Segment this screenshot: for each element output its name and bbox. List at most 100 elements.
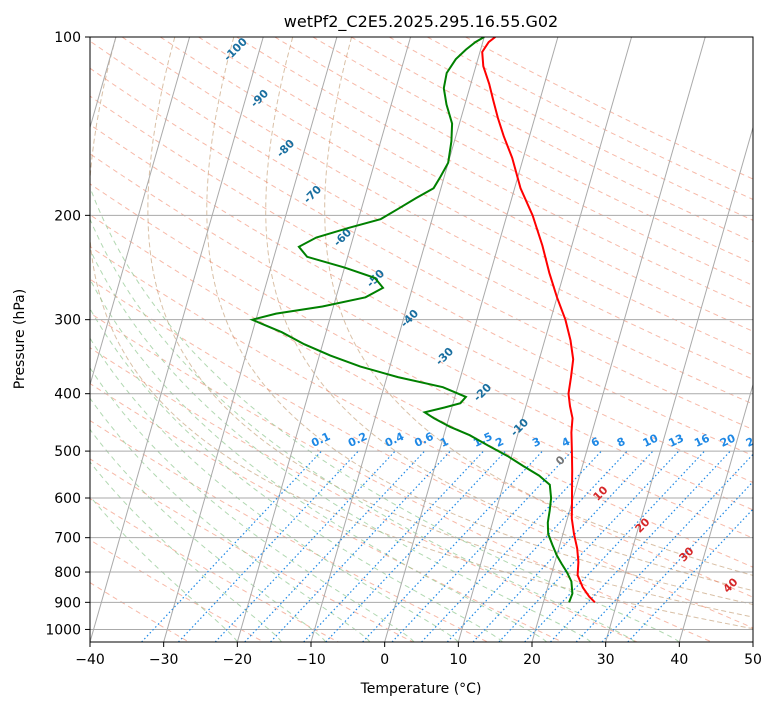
dry-adiabat-line <box>90 419 488 642</box>
dry-adiabat-line <box>465 37 753 180</box>
dry-adiabat-line <box>90 498 339 642</box>
isotherm-line <box>236 37 412 642</box>
theta-e-line <box>324 37 753 576</box>
dry-adiabat-label: -20 <box>471 381 494 404</box>
dry-adiabat-line <box>160 37 753 356</box>
x-tick-label: 40 <box>670 652 688 668</box>
dry-adiabat-line <box>90 40 753 405</box>
dry-adiabat-label: -30 <box>433 345 456 368</box>
y-tick-label: 600 <box>54 491 81 507</box>
mixing-ratio-label: 6 <box>589 435 602 450</box>
dry-adiabat-label: -90 <box>248 87 271 110</box>
isotherm-line <box>605 125 753 642</box>
dry-adiabat-line <box>90 382 563 642</box>
dry-adiabat-label: -100 <box>221 35 250 64</box>
moist-adiabat-line <box>90 217 636 642</box>
dry-adiabat-label: -80 <box>274 137 297 160</box>
mixing-ratio-label: 30 <box>770 431 775 449</box>
moist-adiabat-line <box>90 397 371 642</box>
theta-e-line <box>90 37 753 630</box>
dry-adiabat-line <box>236 37 753 309</box>
isotherm-line <box>457 37 633 642</box>
x-tick-label: −30 <box>149 652 179 668</box>
plot-area: 0.10.20.40.611.52346810131620253036-100-… <box>90 35 775 642</box>
moist-adiabat-line <box>90 278 548 642</box>
dewpoint-profile <box>249 37 574 603</box>
isotherm-line <box>752 640 753 642</box>
axes: −40 −30 −20 −10 0 10 20 30 40 5010020030040050060… <box>45 30 762 668</box>
y-axis-label: Pressure (hPa) <box>12 289 28 389</box>
x-axis-label: Temperature (°C) <box>360 681 482 697</box>
dry-adiabat-label: -70 <box>301 183 324 206</box>
x-tick-label: 50 <box>744 652 762 668</box>
mixing-ratio-label: 2 <box>493 435 505 450</box>
y-tick-label: 200 <box>54 208 81 224</box>
dry-adiabat-line <box>90 347 638 642</box>
y-tick-label: 300 <box>54 313 81 329</box>
isotherm-line <box>90 37 264 642</box>
moist-adiabat-label: 10 <box>591 483 611 503</box>
y-tick-label: 1000 <box>45 622 81 638</box>
mixing-ratio-label: 0.2 <box>346 430 369 450</box>
y-tick-label: 800 <box>54 565 81 581</box>
mixing-ratio-label: 20 <box>718 431 738 449</box>
dry-adiabat-line <box>121 37 753 380</box>
isotherm-line <box>384 37 559 642</box>
isotherm-line <box>90 37 191 387</box>
mixing-ratio-line <box>362 450 543 642</box>
mixing-ratio-line <box>325 450 507 642</box>
x-tick-label: −20 <box>223 652 253 668</box>
y-tick-label: 700 <box>54 531 81 547</box>
dry-adiabat-line <box>90 183 753 539</box>
mixing-ratio-label: 3 <box>530 435 542 450</box>
dry-adiabat-line <box>90 153 753 511</box>
dry-adiabat-line <box>427 37 753 201</box>
plot-frame <box>89 36 754 643</box>
moist-adiabat-line <box>90 428 327 642</box>
mixing-ratio-label: 13 <box>667 432 686 450</box>
mixing-ratio-label: 8 <box>615 435 627 450</box>
isotherm-line <box>163 37 338 642</box>
dry-adiabat-line <box>274 37 753 286</box>
dry-adiabat-line <box>198 37 753 332</box>
dry-adiabat-label: -10 <box>508 416 531 439</box>
mixing-ratio-label: 25 <box>744 432 763 450</box>
x-tick-label: 30 <box>597 652 615 668</box>
mixing-ratio-line <box>421 450 602 642</box>
moist-adiabat-line <box>90 186 680 642</box>
temperature-profile <box>481 37 596 604</box>
dry-adiabat-line <box>90 95 753 457</box>
x-tick-label: 0 <box>380 652 389 668</box>
moist-adiabat-label: 0 <box>553 453 568 468</box>
x-tick-label: −40 <box>75 652 105 668</box>
x-tick-label: 10 <box>449 652 467 668</box>
dry-adiabat-line <box>90 539 264 642</box>
mixing-ratio-line <box>524 450 705 642</box>
moist-adiabat-label: 40 <box>721 575 741 595</box>
y-tick-label: 500 <box>54 444 81 460</box>
mixing-ratio-line <box>575 453 753 642</box>
isotherm-line <box>678 382 753 642</box>
moist-adiabat-line <box>90 367 415 642</box>
moist-adiabat-line <box>90 337 459 642</box>
theta-e-line <box>206 37 753 606</box>
isotherm-line <box>310 37 485 642</box>
dry-adiabat-line <box>90 458 414 642</box>
y-tick-label: 400 <box>54 387 81 403</box>
y-tick-label: 100 <box>54 30 81 46</box>
dry-adiabat-line <box>90 312 712 642</box>
moist-adiabat-line <box>90 495 238 642</box>
dry-adiabat-line <box>90 246 753 598</box>
chart-title: wetPf2_C2E5.2025.295.16.55.G02 <box>284 12 558 32</box>
moist-adiabat-line <box>90 248 592 642</box>
moist-adiabat-label: 30 <box>677 544 697 564</box>
theta-e-line <box>265 37 753 592</box>
mixing-ratio-label: 0.1 <box>309 430 332 450</box>
moist-adiabat-line <box>90 461 282 642</box>
isotherm-line <box>531 37 706 642</box>
mixing-ratio-label: 16 <box>692 431 712 449</box>
mixing-ratio-label: 0.4 <box>383 430 406 450</box>
x-tick-label: 20 <box>523 652 541 668</box>
mixing-ratio-label: 10 <box>641 431 661 449</box>
